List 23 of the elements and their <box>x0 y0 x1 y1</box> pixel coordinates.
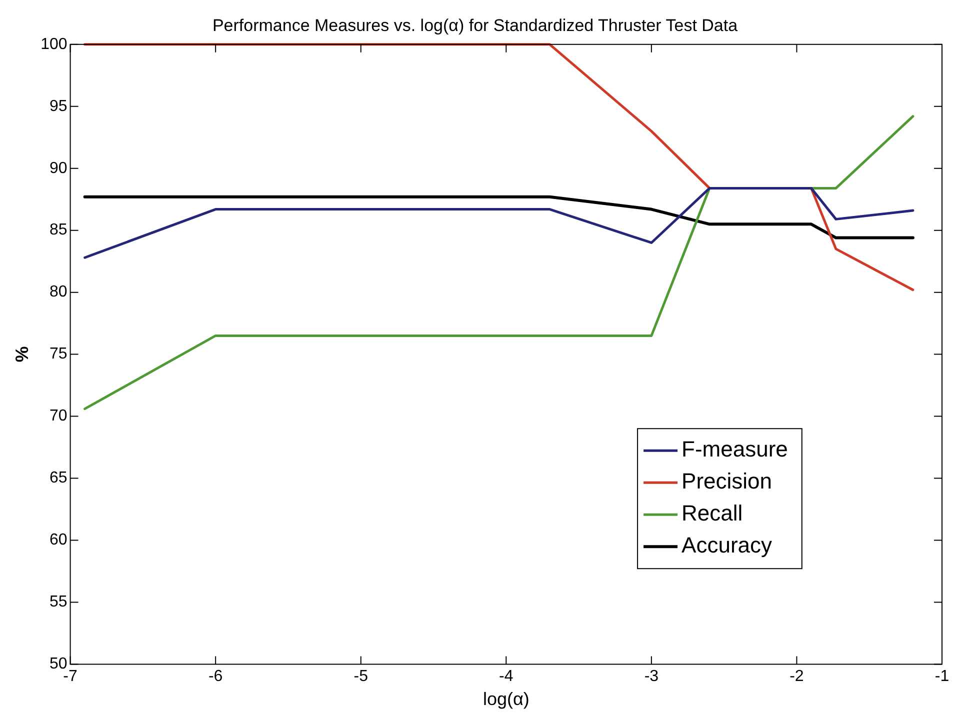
y-tick-label: 70 <box>50 408 68 425</box>
x-axis-title: log(α) <box>482 689 530 710</box>
x-tick-label: -5 <box>354 668 368 686</box>
legend-label: F-measure <box>682 436 788 462</box>
y-tick-label: 80 <box>50 284 68 301</box>
legend-label: Precision <box>682 468 772 494</box>
y-tick-label: 65 <box>50 470 68 487</box>
y-tick-label: 85 <box>50 222 68 239</box>
x-tick-label: -3 <box>644 668 659 686</box>
y-tick-label: 55 <box>50 594 68 611</box>
y-tick-label: 95 <box>50 98 68 115</box>
x-tick-label: -1 <box>934 668 950 686</box>
legend-label: Accuracy <box>682 532 772 558</box>
x-tick-label: -2 <box>790 668 804 686</box>
y-axis-title: % <box>12 346 32 362</box>
y-tick-label: 90 <box>50 160 68 177</box>
chart-title: Performance Measures vs. log(α) for Standardized Thruster Test Data <box>212 16 738 35</box>
y-tick-label: 60 <box>50 532 68 549</box>
x-tick-label: -4 <box>499 668 514 686</box>
y-tick-label: 100 <box>40 36 68 53</box>
x-tick-label: -6 <box>208 668 223 686</box>
legend-label: Recall <box>682 500 743 526</box>
y-tick-label: 75 <box>50 346 68 363</box>
